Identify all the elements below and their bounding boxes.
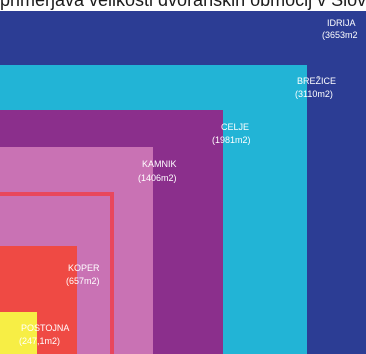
label-name-celje: CELJE — [221, 122, 250, 132]
header-fragment: primerjava velikosti dvoranskih območij … — [0, 0, 366, 10]
label-name-koper: KOPER — [68, 263, 100, 273]
label-value-brezice: (3110m2) — [295, 89, 333, 99]
label-value-celje: (1981m2) — [212, 135, 251, 145]
label-name-kamnik: KAMNIK — [142, 159, 177, 169]
label-value-kamnik: (1406m2) — [138, 173, 177, 183]
outline-red — [0, 192, 114, 354]
label-value-idrija: (3653m2 — [322, 30, 358, 40]
label-name-brezice: BREŽICE — [297, 76, 337, 86]
area-postojna — [0, 312, 37, 354]
label-value-koper: (657m2) — [66, 276, 100, 286]
label-name-idrija: IDRIJA — [327, 18, 356, 28]
label-value-postojna: (247,1m2) — [19, 336, 61, 346]
label-name-postojna: POSTOJNA — [21, 323, 70, 333]
